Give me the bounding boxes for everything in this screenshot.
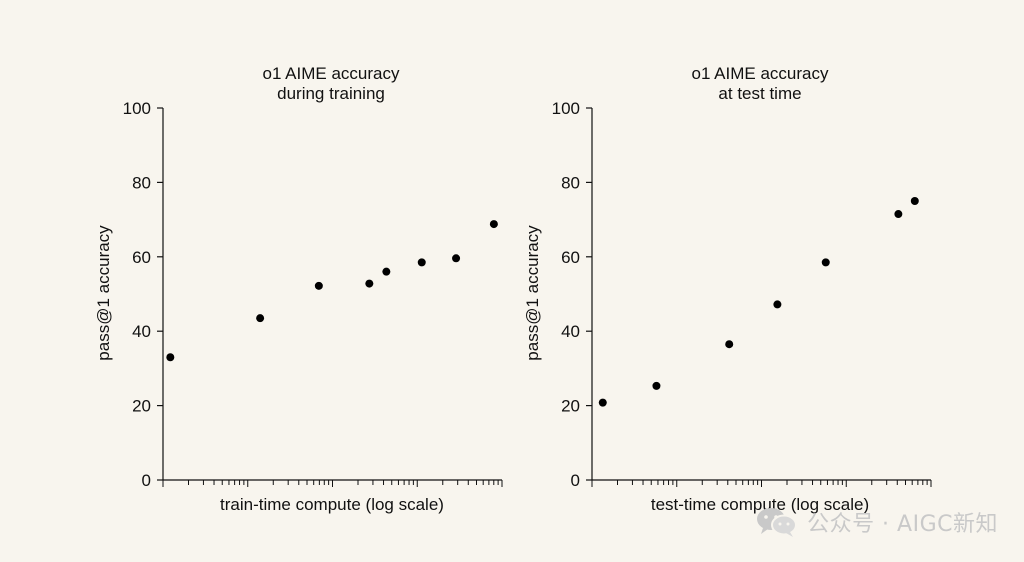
- data-point: [821, 258, 830, 267]
- chart-title-line-2: during training: [277, 84, 385, 103]
- wechat-icon: [757, 508, 798, 537]
- x-axis-label: test-time compute (log scale): [651, 495, 869, 514]
- y-axis-label: pass@1 accuracy: [523, 225, 542, 361]
- watermark-text: 公众号 · AIGC新知: [807, 512, 998, 537]
- data-point: [910, 197, 919, 205]
- y-tick-label: 80: [561, 173, 580, 192]
- data-point: [894, 210, 903, 219]
- y-tick-label: 100: [552, 99, 580, 118]
- data-point: [452, 254, 461, 263]
- y-tick-label: 0: [571, 471, 580, 490]
- data-point: [382, 267, 391, 276]
- y-tick-label: 80: [132, 173, 151, 192]
- y-tick-label: 20: [561, 397, 580, 416]
- data-point: [598, 398, 607, 407]
- data-point: [417, 258, 426, 267]
- data-point: [314, 281, 323, 290]
- data-point: [166, 353, 175, 362]
- y-axis-label: pass@1 accuracy: [94, 225, 113, 361]
- data-point: [489, 220, 498, 229]
- y-tick-label: 100: [123, 99, 151, 118]
- panel-test: o1 AIME accuracy at test time pass@1 acc…: [523, 64, 932, 514]
- y-tick-label: 40: [561, 322, 580, 341]
- chart-title-line-2: at test time: [718, 84, 801, 103]
- x-axis-label: train-time compute (log scale): [220, 495, 444, 514]
- y-ticks: 0 20 40 60 80 100: [123, 99, 163, 490]
- y-tick-label: 40: [132, 322, 151, 341]
- data-points: [166, 220, 498, 362]
- data-point: [652, 381, 661, 390]
- y-ticks: 0 20 40 60 80 100: [552, 99, 592, 490]
- y-tick-label: 0: [142, 471, 151, 490]
- chart-title-line-1: o1 AIME accuracy: [262, 64, 400, 83]
- axes: [162, 108, 503, 487]
- data-point: [256, 314, 265, 323]
- watermark: 公众号 · AIGC新知: [755, 506, 998, 538]
- data-point: [773, 300, 782, 309]
- data-point: [725, 340, 734, 349]
- axes: [591, 108, 932, 487]
- y-tick-label: 60: [132, 248, 151, 267]
- y-tick-label: 60: [561, 248, 580, 267]
- panel-train: o1 AIME accuracy during training pass@1 …: [94, 64, 503, 514]
- data-point: [365, 279, 374, 288]
- data-points: [598, 197, 919, 407]
- y-tick-label: 20: [132, 397, 151, 416]
- chart-title-line-1: o1 AIME accuracy: [691, 64, 829, 83]
